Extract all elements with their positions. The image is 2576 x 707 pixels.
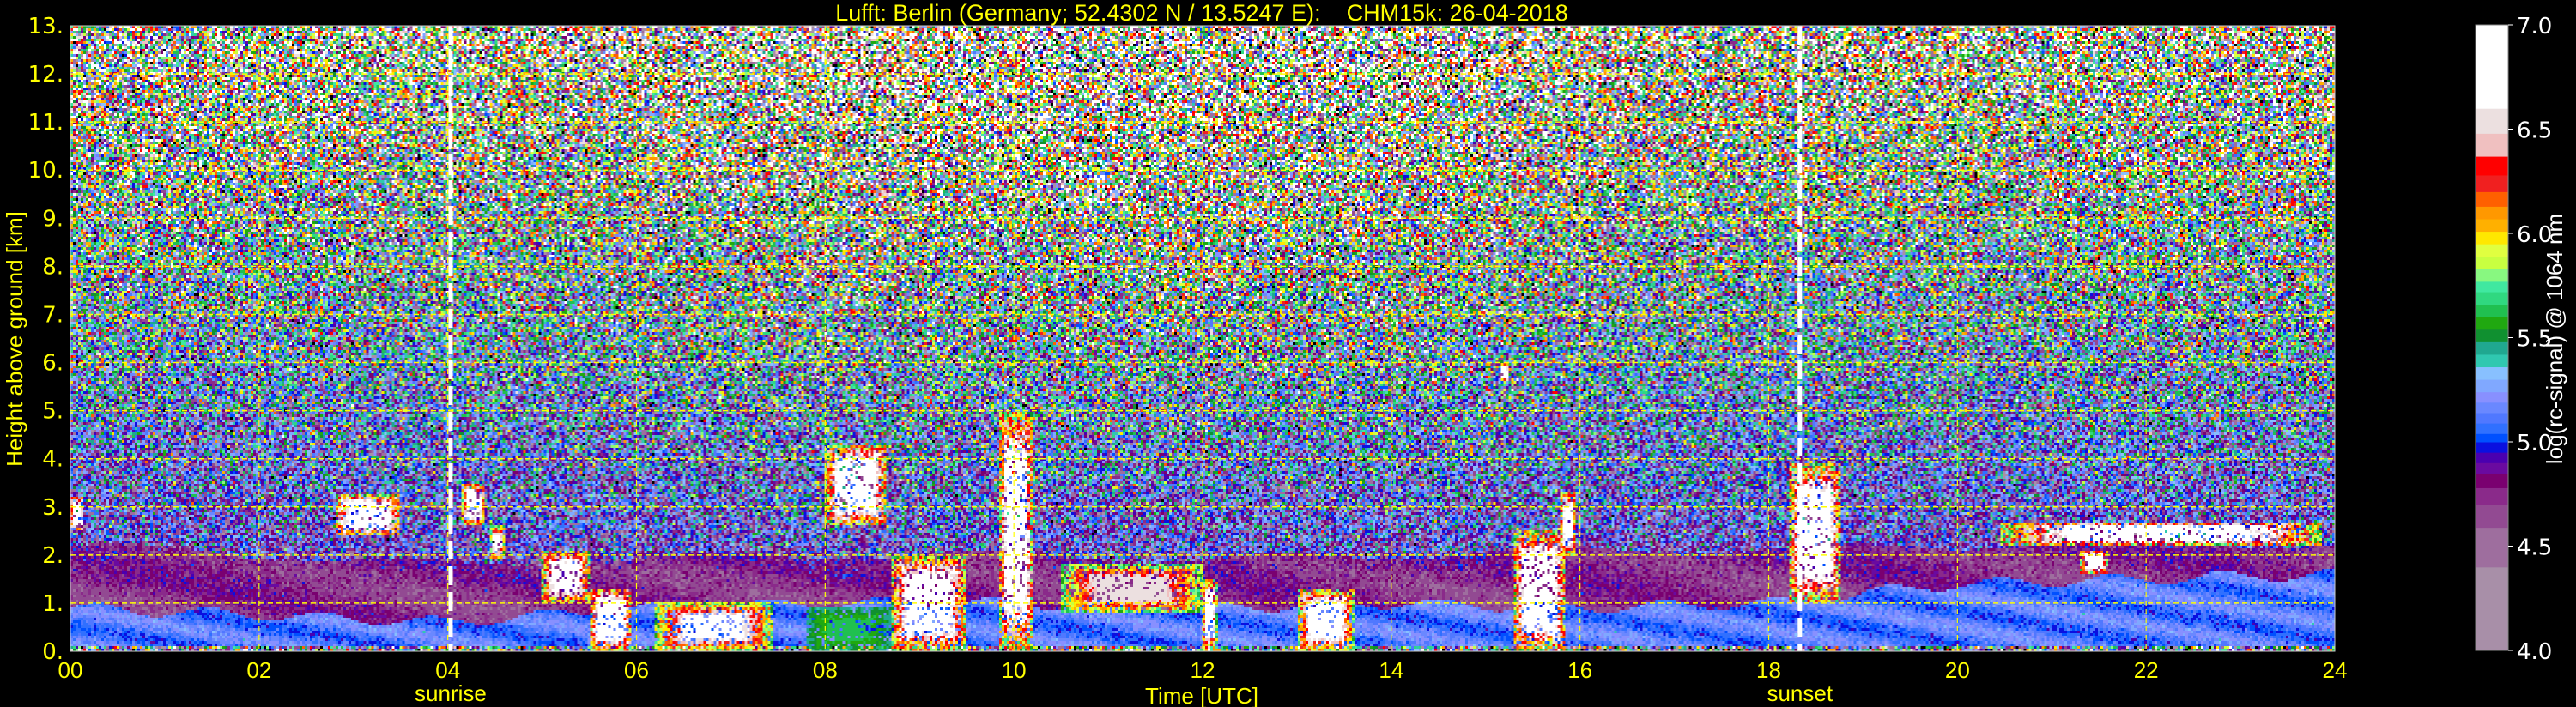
grid-lines xyxy=(70,26,2335,651)
colorbar-tick-label: 6.5 xyxy=(2517,118,2552,144)
y-tick-label: 1. xyxy=(42,591,64,617)
y-tick-label: 6. xyxy=(42,351,64,377)
y-tick-label: 8. xyxy=(42,254,64,280)
y-tick-label: 0. xyxy=(42,639,64,665)
colorbar-segment xyxy=(2476,304,2508,317)
x-tick-label: 10 xyxy=(1002,657,1027,683)
colorbar-segment xyxy=(2476,423,2508,434)
colorbar-segment xyxy=(2476,156,2508,176)
colorbar-segment xyxy=(2476,231,2508,245)
sunset-label: sunset xyxy=(1767,680,1833,706)
chart-title: Lufft: Berlin (Germany; 52.4302 N / 13.5… xyxy=(835,0,1567,26)
colorbar-segment xyxy=(2476,527,2508,568)
colorbar-segment xyxy=(2476,244,2508,257)
x-tick-label: 14 xyxy=(1379,657,1403,683)
colorbar-segment xyxy=(2476,452,2508,463)
colorbar-tick-label: 6.0 xyxy=(2517,222,2552,248)
y-tick-label: 11. xyxy=(28,110,64,136)
y-tick-label: 5. xyxy=(42,399,64,425)
y-tick-label: 3. xyxy=(42,495,64,521)
x-tick-label: 12 xyxy=(1191,657,1215,683)
x-tick-label: 16 xyxy=(1567,657,1592,683)
colorbar-tick-label: 4.0 xyxy=(2517,639,2552,665)
colorbar-segment xyxy=(2476,473,2508,488)
colorbar-segment xyxy=(2476,25,2508,109)
colorbar-segment xyxy=(2476,462,2508,474)
y-tick-label: 4. xyxy=(42,447,64,473)
x-tick-label: 02 xyxy=(246,657,271,683)
y-tick-label: 7. xyxy=(42,302,64,328)
sunrise-label: sunrise xyxy=(415,680,487,706)
colorbar-segment xyxy=(2476,402,2508,414)
y-tick-label: 9. xyxy=(42,206,64,232)
x-tick-labels: 00 02 04 06 08 10 12 14 16 18 20 22 24 xyxy=(58,657,2348,683)
sun-markers: sunrise sunset xyxy=(415,26,1834,706)
colorbar-segment xyxy=(2476,366,2508,380)
colorbar-tick-label: 5.0 xyxy=(2517,431,2552,456)
colorbar-segment xyxy=(2476,133,2508,157)
plot-frame xyxy=(70,25,2336,652)
colorbar-segment xyxy=(2476,412,2508,424)
x-axis-label: Time [UTC] xyxy=(1145,683,1258,707)
colorbar-segment xyxy=(2476,206,2508,220)
x-tick-label: 24 xyxy=(2323,657,2348,683)
colorbar-segment xyxy=(2476,281,2508,293)
colorbar-segment xyxy=(2476,379,2508,393)
colorbar-segment xyxy=(2476,433,2508,443)
y-tick-label: 13. xyxy=(28,14,64,39)
x-tick-label: 22 xyxy=(2134,657,2159,683)
colorbar-segment xyxy=(2476,292,2508,305)
y-tick-label: 10. xyxy=(28,158,64,184)
colorbar xyxy=(2475,24,2509,651)
colorbar-segment xyxy=(2476,487,2508,505)
colorbar-tick-label: 7.0 xyxy=(2517,14,2552,39)
x-tick-label: 20 xyxy=(1945,657,1970,683)
colorbar-segment xyxy=(2476,566,2508,651)
colorbar-segment xyxy=(2476,317,2508,330)
colorbar-segment xyxy=(2476,256,2508,269)
y-tick-labels: 0. 1. 2. 3. 4. 5. 6. 7. 8. 9. 10. 11. 12. 13. xyxy=(28,14,64,665)
colorbar-label: log(rc-signal) @ 1064 nm xyxy=(2542,214,2567,464)
colorbar-tick-label: 5.5 xyxy=(2517,327,2552,353)
y-tick-label: 12. xyxy=(28,62,64,88)
colorbar-segment xyxy=(2476,174,2508,192)
x-tick-label: 18 xyxy=(1756,657,1781,683)
colorbar-segment xyxy=(2476,354,2508,368)
colorbar-segment xyxy=(2476,191,2508,207)
x-tick-label: 08 xyxy=(813,657,838,683)
colorbar-segment xyxy=(2476,442,2508,453)
colorbar-tick-labels: 4.0 4.5 5.0 5.5 6.0 6.5 7.0 xyxy=(2508,14,2552,665)
x-tick-label: 04 xyxy=(435,657,460,683)
colorbar-segment xyxy=(2476,341,2508,355)
colorbar-segment xyxy=(2476,269,2508,282)
colorbar-segment xyxy=(2476,504,2508,529)
colorbar-segment xyxy=(2476,329,2508,342)
y-tick-label: 2. xyxy=(42,543,64,569)
colorbar-segment xyxy=(2476,391,2508,403)
colorbar-tick-label: 4.5 xyxy=(2517,535,2552,561)
x-tick-label: 06 xyxy=(624,657,649,683)
colorbar-segment xyxy=(2476,108,2508,134)
y-axis-label: Height above ground [km] xyxy=(2,211,27,467)
colorbar-segment xyxy=(2476,218,2508,233)
x-tick-label: 00 xyxy=(58,657,83,683)
